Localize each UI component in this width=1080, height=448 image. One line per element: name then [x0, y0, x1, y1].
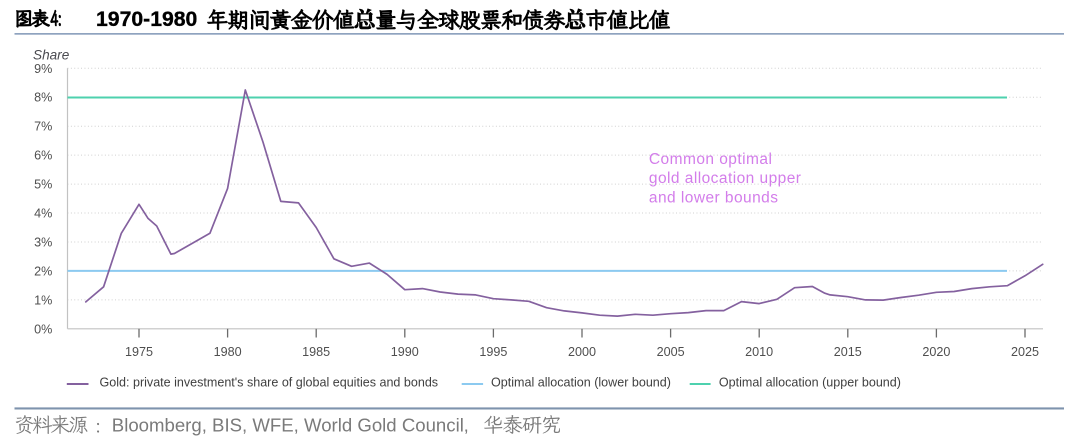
svg-text:2010: 2010 — [745, 345, 773, 359]
svg-text:1995: 1995 — [479, 345, 507, 359]
svg-text:5%: 5% — [34, 178, 52, 192]
svg-text:gold allocation upper: gold allocation upper — [649, 170, 802, 187]
svg-text:1985: 1985 — [302, 345, 330, 359]
svg-text:4%: 4% — [34, 207, 52, 221]
svg-text:1990: 1990 — [391, 345, 419, 359]
svg-text:Optimal allocation (upper boun: Optimal allocation (upper bound) — [719, 375, 901, 389]
svg-text:9%: 9% — [34, 62, 52, 76]
svg-text:8%: 8% — [34, 91, 52, 105]
svg-text:and lower bounds: and lower bounds — [649, 189, 779, 206]
svg-text:0%: 0% — [34, 322, 52, 336]
svg-text:6%: 6% — [34, 149, 52, 163]
svg-text:2020: 2020 — [922, 345, 950, 359]
svg-text:Share: Share — [33, 47, 70, 62]
svg-text:1975: 1975 — [125, 345, 153, 359]
svg-text:Bloomberg, BIS, WFE, World Gol: Bloomberg, BIS, WFE, World Gold Council — [112, 415, 464, 436]
svg-text:Optimal allocation (lower boun: Optimal allocation (lower bound) — [491, 375, 671, 389]
svg-text:2025: 2025 — [1011, 345, 1039, 359]
svg-text:Gold: private investment's sha: Gold: private investment's share of glob… — [100, 375, 439, 389]
svg-text:1980: 1980 — [214, 345, 242, 359]
svg-text:Common optimal: Common optimal — [649, 151, 772, 168]
svg-text:,: , — [464, 415, 469, 436]
svg-text:1970-1980: 1970-1980 — [96, 8, 197, 31]
svg-text:2015: 2015 — [834, 345, 862, 359]
svg-text:1%: 1% — [34, 293, 52, 307]
svg-text:2000: 2000 — [568, 345, 596, 359]
svg-text:2%: 2% — [34, 264, 52, 278]
svg-text:3%: 3% — [34, 236, 52, 250]
svg-text:2005: 2005 — [657, 345, 685, 359]
svg-text:7%: 7% — [34, 120, 52, 134]
